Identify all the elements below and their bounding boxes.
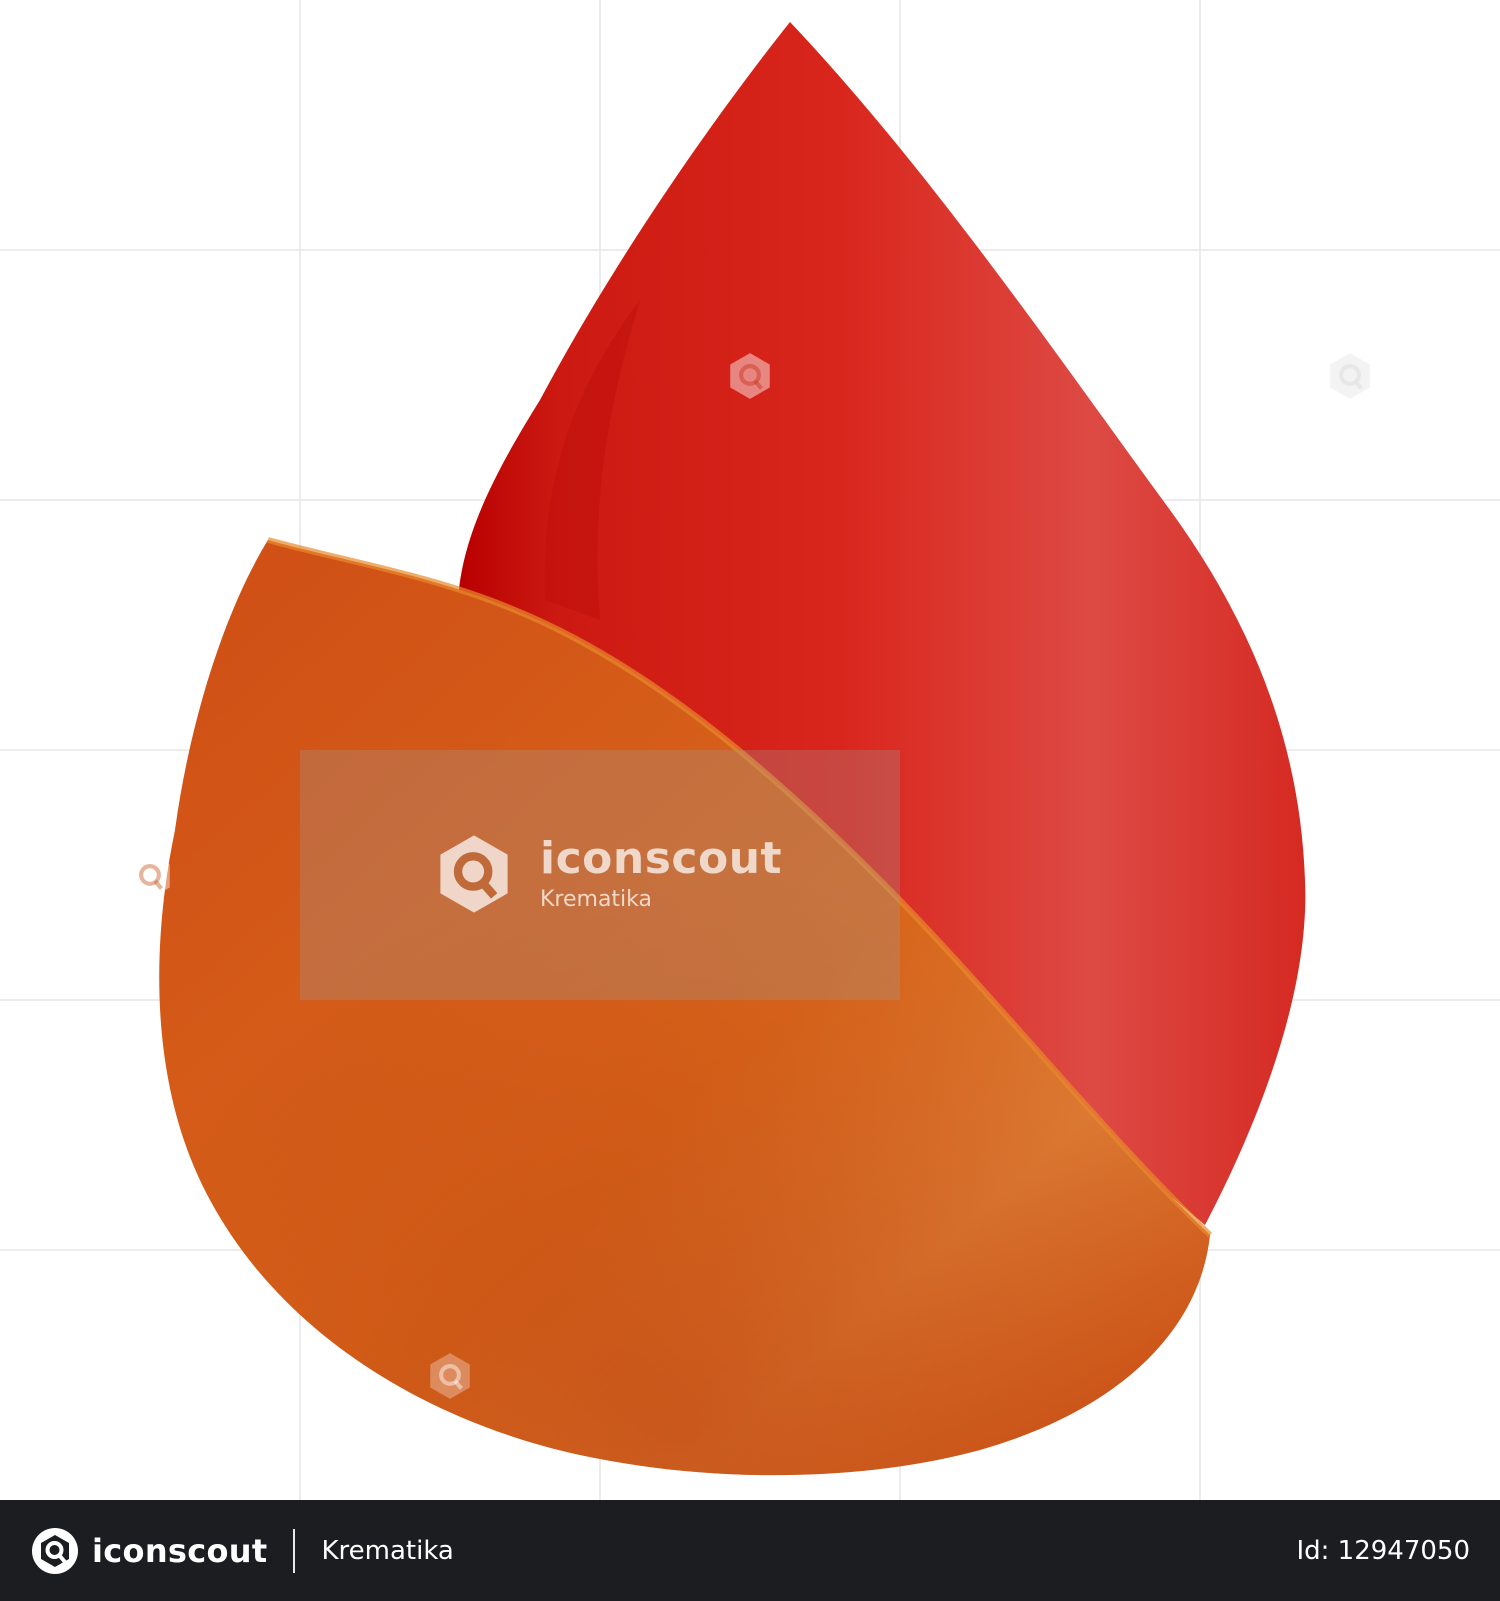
watermark-brand: iconscout — [540, 833, 783, 884]
center-watermark: iconscout Krematika — [432, 832, 782, 916]
footer-bar: iconscout Krematika Id: 12947050 — [0, 1500, 1500, 1601]
iconscout-logo-icon — [430, 1353, 470, 1399]
watermark-author: Krematika — [540, 887, 653, 912]
back-flame — [458, 22, 1306, 1225]
footer-brand: iconscout — [92, 1531, 268, 1570]
flame-icon — [159, 22, 1306, 1476]
iconscout-logo-icon — [32, 1527, 78, 1574]
footer-divider — [293, 1528, 296, 1573]
iconscout-logo-icon — [440, 835, 508, 913]
footer-asset-id: Id: 12947050 — [1296, 1535, 1470, 1566]
footer-author: Krematika — [321, 1535, 454, 1566]
iconscout-logo-icon — [730, 353, 770, 399]
iconscout-logo-icon — [130, 853, 170, 899]
iconscout-logo-icon — [1330, 353, 1370, 399]
